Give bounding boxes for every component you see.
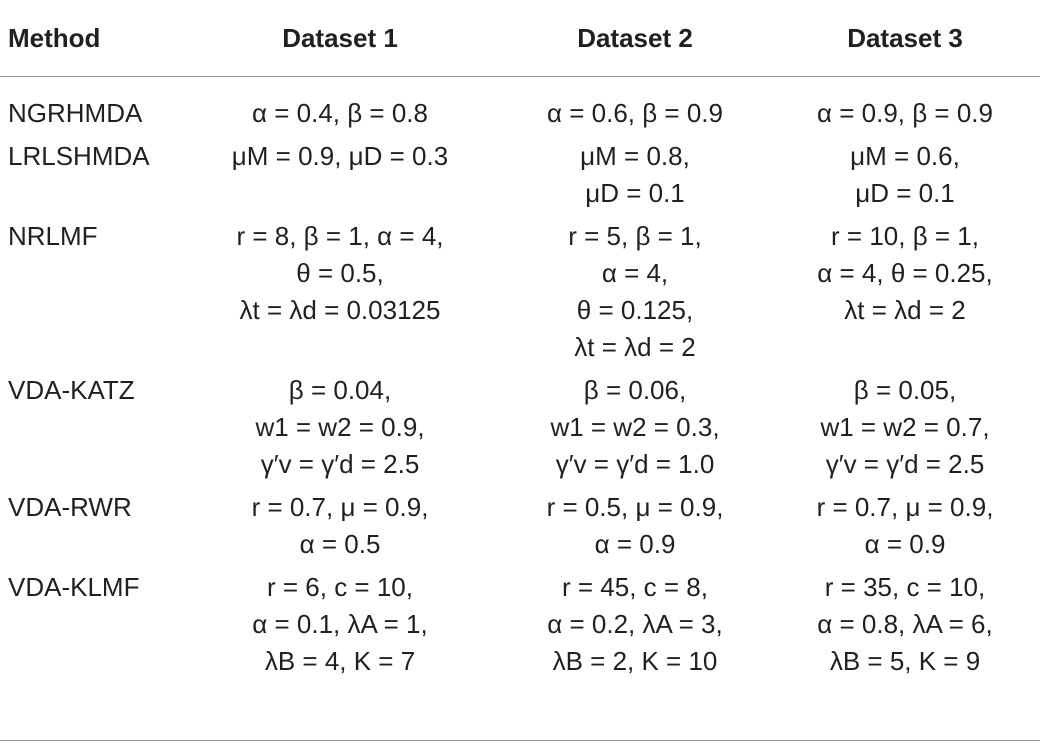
table-row: NRLMF r = 8, β = 1, α = 4, θ = 0.5, λt =… xyxy=(0,218,1040,372)
dataset-3-params: r = 10, β = 1, α = 4, θ = 0.25, λt = λd … xyxy=(770,218,1040,372)
table-row: LRLSHMDA μM = 0.9, μD = 0.3 μM = 0.8, μD… xyxy=(0,138,1040,218)
param-line: λB = 4, K = 7 xyxy=(264,646,416,676)
dataset-2-params: r = 45, c = 8, α = 0.2, λA = 3, λB = 2, … xyxy=(500,569,770,692)
param-line: θ = 0.5, xyxy=(296,258,384,288)
header-method: Method xyxy=(0,0,180,77)
param-line: r = 45, c = 8, xyxy=(562,572,708,602)
method-name: LRLSHMDA xyxy=(8,141,150,171)
param-line: γ′v = γ′d = 2.5 xyxy=(825,449,985,479)
method-name: VDA-KATZ xyxy=(8,375,135,405)
param-line: μD = 0.1 xyxy=(585,178,685,208)
param-line: r = 0.5, μ = 0.9, xyxy=(546,492,724,522)
param-line: r = 5, β = 1, xyxy=(568,221,702,251)
param-line: r = 0.7, μ = 0.9, xyxy=(251,492,429,522)
header-row: Method Dataset 1 Dataset 2 Dataset 3 xyxy=(0,0,1040,77)
dataset-2-params: r = 0.5, μ = 0.9, α = 0.9 xyxy=(500,489,770,569)
param-line: r = 10, β = 1, xyxy=(831,221,979,251)
param-line: λB = 5, K = 9 xyxy=(829,646,981,676)
param-line: α = 0.2, λA = 3, xyxy=(547,609,723,639)
dataset-1-params: r = 0.7, μ = 0.9, α = 0.5 xyxy=(180,489,500,569)
param-line: w1 = w2 = 0.3, xyxy=(550,412,720,442)
param-line: α = 0.9 xyxy=(594,529,676,559)
param-line: β = 0.06, xyxy=(583,375,687,405)
table-row: VDA-RWR r = 0.7, μ = 0.9, α = 0.5 r = 0.… xyxy=(0,489,1040,569)
dataset-3-params: r = 35, c = 10, α = 0.8, λA = 6, λB = 5,… xyxy=(770,569,1040,692)
header-dataset-2: Dataset 2 xyxy=(500,0,770,77)
param-line: r = 6, c = 10, xyxy=(267,572,413,602)
dataset-3-params: α = 0.9, β = 0.9 xyxy=(770,77,1040,139)
param-line: γ′v = γ′d = 1.0 xyxy=(555,449,715,479)
table-row: VDA-KLMF r = 6, c = 10, α = 0.1, λA = 1,… xyxy=(0,569,1040,692)
dataset-1-params: r = 8, β = 1, α = 4, θ = 0.5, λt = λd = … xyxy=(180,218,500,372)
param-line: λt = λd = 0.03125 xyxy=(239,295,441,325)
param-line: α = 0.5 xyxy=(299,529,381,559)
parameter-table: Method Dataset 1 Dataset 2 Dataset 3 NGR… xyxy=(0,0,1040,693)
param-line: λB = 2, K = 10 xyxy=(552,646,718,676)
param-line: θ = 0.125, xyxy=(576,295,694,325)
method-name: VDA-RWR xyxy=(8,492,132,522)
param-line: α = 0.9 xyxy=(864,529,946,559)
param-line: μM = 0.6, xyxy=(850,141,960,171)
param-line: α = 0.4, β = 0.8 xyxy=(252,98,428,128)
method-name: NGRHMDA xyxy=(8,98,143,128)
param-line: γ′v = γ′d = 2.5 xyxy=(260,449,420,479)
method-name: VDA-KLMF xyxy=(8,572,140,602)
param-line: w1 = w2 = 0.7, xyxy=(820,412,990,442)
param-line: λt = λd = 2 xyxy=(844,295,966,325)
param-line: μM = 0.9, μD = 0.3 xyxy=(231,141,449,171)
dataset-3-params: r = 0.7, μ = 0.9, α = 0.9 xyxy=(770,489,1040,569)
table-bottom-rule xyxy=(0,740,1040,741)
param-line: μM = 0.8, xyxy=(580,141,690,171)
param-line: r = 35, c = 10, xyxy=(824,572,986,602)
dataset-2-params: μM = 0.8, μD = 0.1 xyxy=(500,138,770,218)
parameter-table-container: Method Dataset 1 Dataset 2 Dataset 3 NGR… xyxy=(0,0,1040,693)
param-line: β = 0.04, xyxy=(288,375,392,405)
param-line: α = 0.6, β = 0.9 xyxy=(547,98,723,128)
param-line: μD = 0.1 xyxy=(855,178,955,208)
header-dataset-1: Dataset 1 xyxy=(180,0,500,77)
param-line: β = 0.05, xyxy=(853,375,957,405)
dataset-1-params: μM = 0.9, μD = 0.3 xyxy=(180,138,500,218)
dataset-2-params: α = 0.6, β = 0.9 xyxy=(500,77,770,139)
table-header: Method Dataset 1 Dataset 2 Dataset 3 xyxy=(0,0,1040,77)
dataset-3-params: β = 0.05, w1 = w2 = 0.7, γ′v = γ′d = 2.5 xyxy=(770,372,1040,489)
dataset-3-params: μM = 0.6, μD = 0.1 xyxy=(770,138,1040,218)
dataset-1-params: α = 0.4, β = 0.8 xyxy=(180,77,500,139)
param-line: λt = λd = 2 xyxy=(574,332,696,362)
dataset-1-params: β = 0.04, w1 = w2 = 0.9, γ′v = γ′d = 2.5 xyxy=(180,372,500,489)
dataset-2-params: β = 0.06, w1 = w2 = 0.3, γ′v = γ′d = 1.0 xyxy=(500,372,770,489)
table-row: NGRHMDA α = 0.4, β = 0.8 α = 0.6, β = 0.… xyxy=(0,77,1040,139)
param-line: α = 0.9, β = 0.9 xyxy=(817,98,993,128)
table-body: NGRHMDA α = 0.4, β = 0.8 α = 0.6, β = 0.… xyxy=(0,77,1040,693)
param-line: α = 4, xyxy=(601,258,669,288)
param-line: α = 0.1, λA = 1, xyxy=(252,609,428,639)
param-line: α = 0.8, λA = 6, xyxy=(817,609,993,639)
param-line: r = 8, β = 1, α = 4, xyxy=(236,221,444,251)
param-line: α = 4, θ = 0.25, xyxy=(817,258,993,288)
table-row: VDA-KATZ β = 0.04, w1 = w2 = 0.9, γ′v = … xyxy=(0,372,1040,489)
dataset-1-params: r = 6, c = 10, α = 0.1, λA = 1, λB = 4, … xyxy=(180,569,500,692)
method-name: NRLMF xyxy=(8,221,98,251)
dataset-2-params: r = 5, β = 1, α = 4, θ = 0.125, λt = λd … xyxy=(500,218,770,372)
param-line: w1 = w2 = 0.9, xyxy=(255,412,425,442)
param-line: r = 0.7, μ = 0.9, xyxy=(816,492,994,522)
header-dataset-3: Dataset 3 xyxy=(770,0,1040,77)
